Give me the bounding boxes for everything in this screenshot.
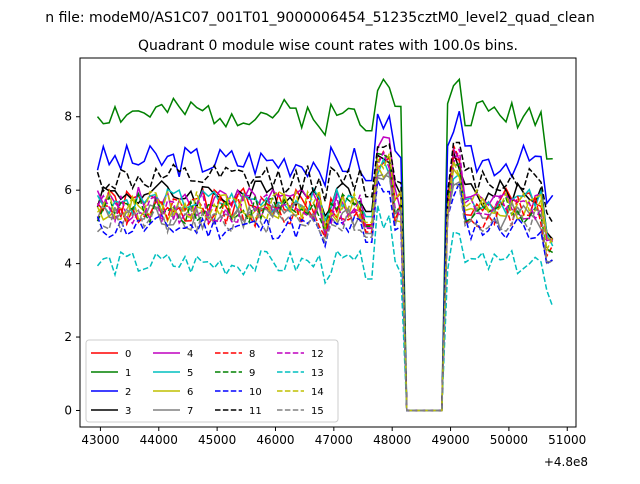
legend-label-13: 13 [311,368,324,379]
series-line-11 [96,141,554,412]
plot-area [96,77,554,412]
y-tick-label: 8 [64,110,72,124]
legend-label-3: 3 [125,406,131,417]
legend-label-9: 9 [249,368,255,379]
legend-label-10: 10 [249,387,262,398]
x-tick-label: 44000 [140,433,178,447]
series-line-10 [96,178,554,412]
axes-border [79,57,577,428]
figure-suptitle: n file: modeM0/AS1C07_001T01_9000006454_… [45,10,594,26]
x-tick-label: 48000 [373,433,411,447]
series-line-7 [96,167,554,412]
series-line-14 [96,153,554,412]
x-tick-label: 43000 [81,433,119,447]
legend-label-11: 11 [249,406,262,417]
x-tick-label: 47000 [315,433,353,447]
legend-label-12: 12 [311,349,324,360]
legend-label-0: 0 [125,349,131,360]
series-line-1 [96,77,553,412]
x-tick-label: 46000 [256,433,294,447]
legend-box [85,339,339,423]
legend-label-14: 14 [311,387,324,398]
y-tick-label: 2 [64,330,72,344]
legend-label-8: 8 [249,349,255,360]
legend-label-7: 7 [187,406,193,417]
series-line-2 [96,110,554,412]
x-tick-label: 50000 [490,433,528,447]
x-offset-label: +4.8e8 [544,455,588,469]
series-line-12 [96,148,553,412]
legend-label-1: 1 [125,368,131,379]
x-tick-label: 49000 [431,433,469,447]
y-tick-label: 6 [64,183,72,197]
x-tick-label: 51000 [548,433,586,447]
x-tick-label: 45000 [198,433,236,447]
y-tick-label: 4 [64,257,72,271]
series-line-8 [96,145,554,412]
series-line-9 [96,152,554,412]
legend-label-6: 6 [187,387,193,398]
axes-frame [79,57,577,428]
series-line-15 [96,173,553,412]
legend-label-15: 15 [311,406,324,417]
chart-title: Quadrant 0 module wise count rates with … [138,38,518,54]
y-tick-label: 0 [64,403,72,417]
legend-label-4: 4 [187,349,193,360]
series-line-13 [96,205,554,412]
legend-label-5: 5 [187,368,193,379]
legend-label-2: 2 [125,387,131,398]
axis-ticks: 43000 44000 45000 46000 47000 48000 49000 50000… [64,110,586,447]
